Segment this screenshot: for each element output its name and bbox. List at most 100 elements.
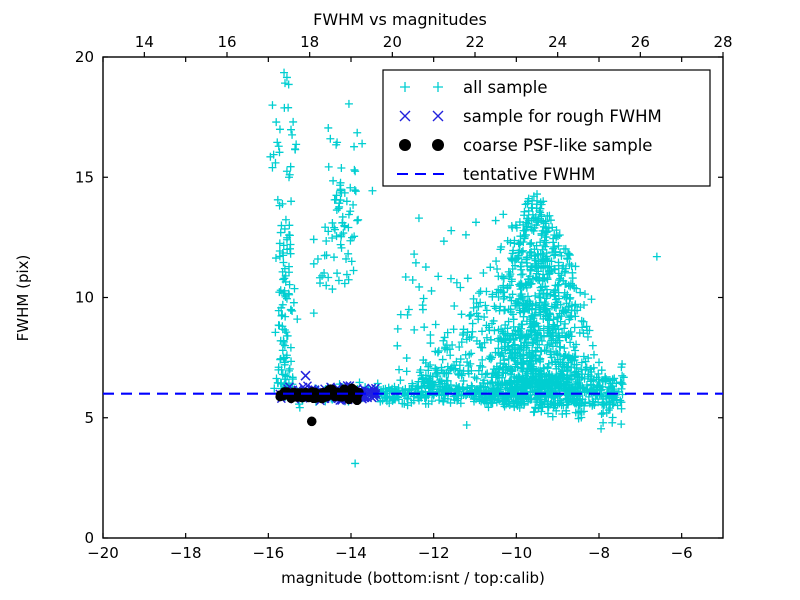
data-point-plus [322,236,331,245]
data-point-plus [393,324,402,333]
data-point-plus [509,315,518,324]
legend-dot-icon [432,139,444,151]
data-point-plus [562,395,571,404]
data-point-plus [507,275,516,284]
data-point-plus [507,254,516,263]
data-point-plus [579,352,588,361]
data-point-plus [542,285,551,294]
data-point-plus [284,103,293,112]
data-point-plus [479,269,488,278]
data-point-plus [557,312,566,321]
data-point-plus [559,307,568,316]
data-point-plus [571,346,580,355]
data-point-plus [529,408,538,417]
data-point-plus [456,399,465,408]
data-point-plus [342,254,351,263]
data-point-plus [554,232,563,241]
data-point-plus [403,310,412,319]
data-point-plus [547,378,556,387]
data-point-plus [309,309,318,318]
data-point-plus [535,302,544,311]
data-point-plus [494,334,503,343]
data-point-plus [277,221,286,230]
data-point-plus [508,223,517,232]
data-point-plus [499,210,508,219]
data-point-plus [486,263,495,272]
data-point-plus [539,314,548,323]
data-point-plus [597,366,606,375]
data-point-plus [599,418,608,427]
data-point-plus [562,299,571,308]
data-point-plus [584,354,593,363]
data-point-plus [617,404,626,413]
data-point-plus [287,125,296,134]
data-point-plus [344,210,353,219]
legend-label: all sample [463,78,548,97]
data-point-plus [533,190,541,199]
data-point-plus [334,276,343,285]
data-point-plus [552,364,561,373]
data-point-plus [486,335,495,344]
data-point-plus [498,272,507,281]
data-point-plus [328,285,337,294]
data-point-plus [518,332,527,341]
data-point-plus [537,231,546,240]
data-point-plus [544,224,553,233]
data-point-plus [271,158,280,167]
data-point-plus [549,251,558,260]
data-point-plus [324,162,333,171]
data-point-plus [330,195,339,204]
data-point-plus [284,80,293,89]
data-point-plus [570,370,579,379]
data-point-plus [504,317,513,326]
data-point-plus [328,218,337,227]
top-tick-label: 18 [300,33,319,51]
data-point-plus [275,239,284,248]
data-point-plus [292,140,301,149]
data-point-plus [501,320,510,329]
data-point-plus [578,323,587,332]
data-point-plus [350,142,359,151]
data-point-plus [493,264,502,273]
data-point-plus [510,340,519,349]
data-point-plus [293,315,302,324]
data-point-plus [280,375,289,384]
data-point-plus [475,339,484,348]
data-point-plus [431,364,440,373]
data-point-plus [610,374,619,383]
data-point-plus [339,229,348,238]
data-point-plus [498,379,507,388]
data-point-plus [285,364,294,373]
data-point-plus [566,391,575,400]
data-point-plus [437,363,446,372]
data-point-plus [428,377,437,386]
data-point-plus [545,324,554,333]
data-point-plus [340,279,349,288]
data-point-plus [528,352,537,361]
data-point-plus [333,269,342,278]
data-point-plus [556,396,565,405]
data-point-plus [440,344,449,353]
data-point-plus [477,397,486,406]
data-point-plus [282,351,291,360]
data-point-plus [522,374,531,383]
data-point-plus [427,286,436,295]
data-point-plus [488,292,497,301]
legend-cross-icon [432,110,444,122]
data-point-plus [557,367,566,376]
data-point-plus [617,363,626,372]
data-point-plus [279,258,288,267]
data-point-plus [517,280,526,289]
data-point-plus [550,243,559,252]
data-point-plus [388,395,397,404]
data-point-plus [287,305,296,314]
data-point-plus [533,393,542,402]
data-point-plus [525,248,534,257]
data-point-plus [580,374,589,383]
data-point-plus [512,360,521,369]
data-point-plus [455,361,464,370]
left-axis-ticks: 0 5 10 15 20 [75,48,723,547]
x-axis-label: magnitude (bottom:isnt / top:calib) [281,569,545,587]
data-point-plus [545,331,554,340]
data-point-plus [396,310,405,319]
